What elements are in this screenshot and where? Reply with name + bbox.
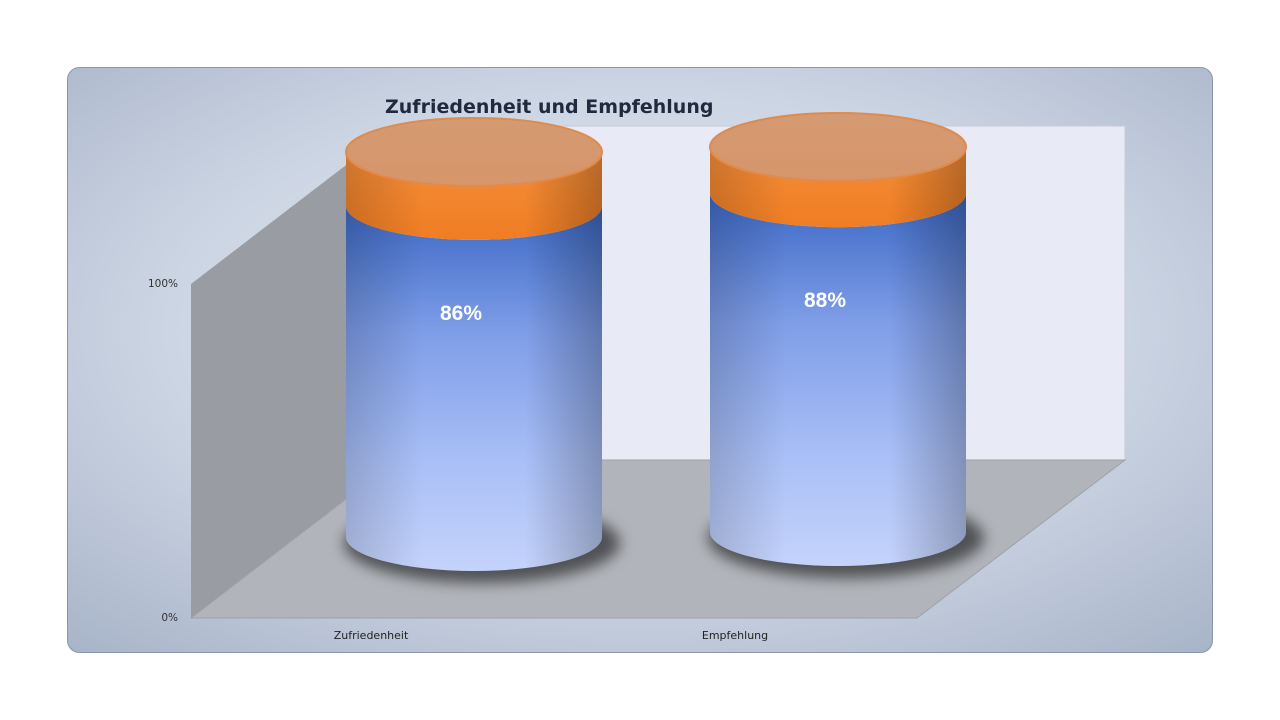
data-label-empfehlung: 88% xyxy=(804,289,846,312)
bar-top-zufriedenheit xyxy=(345,117,603,187)
y-tick-bottom: 0% xyxy=(161,612,178,624)
bar-segment-main-shade-empfehlung xyxy=(710,193,966,566)
bars-layer: 86% 88% xyxy=(344,112,984,583)
category-label-empfehlung: Empfehlung xyxy=(702,629,768,642)
category-label-zufriedenheit: Zufriedenheit xyxy=(334,629,409,642)
chart-title: Zufriedenheit und Empfehlung xyxy=(385,96,713,118)
bar-segment-rest-shade-zufriedenheit xyxy=(346,152,602,240)
side-wall xyxy=(191,126,397,618)
bar-segment-rest-shade-empfehlung xyxy=(710,147,966,228)
chart-frame: 100% 0% Zufriedenheit und Empfehlung 86%… xyxy=(67,67,1213,653)
y-tick-top: 100% xyxy=(148,278,178,290)
bar-top-empfehlung xyxy=(709,112,967,182)
chart-canvas: 100% 0% Zufriedenheit und Empfehlung 86%… xyxy=(67,67,1213,653)
bar-segment-main-shade-zufriedenheit xyxy=(346,205,602,571)
data-label-zufriedenheit: 86% xyxy=(440,302,482,325)
